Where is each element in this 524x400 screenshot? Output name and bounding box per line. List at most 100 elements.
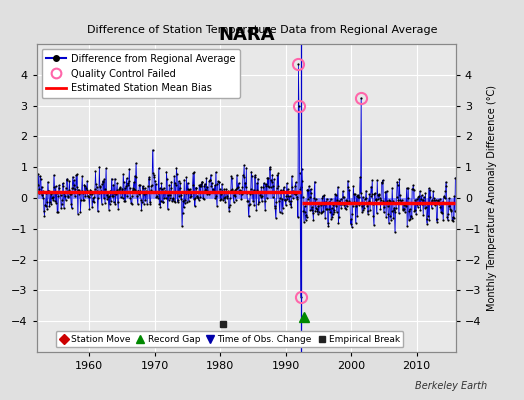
Point [295,102,303,109]
Point [282,193,290,200]
Point [110,190,118,196]
Point [328,205,336,211]
Point [419,212,428,218]
Point [290,191,299,198]
Point [394,197,402,203]
Point [140,190,148,197]
Point [315,209,323,215]
Point [276,195,285,202]
Point [287,198,295,204]
Point [64,193,72,200]
Point [43,179,52,185]
Point [398,200,406,207]
Point [93,208,102,215]
Point [345,198,353,204]
Point [246,186,255,192]
Point [38,183,46,190]
Point [223,193,231,200]
Point [407,212,415,219]
Point [413,201,421,207]
Point [277,187,285,193]
Point [324,222,333,229]
Point [217,181,226,187]
Point [323,206,332,212]
Point [174,197,182,203]
Point [226,195,234,201]
Point [154,190,162,196]
Point [425,217,433,223]
Point [292,195,301,202]
Point [53,208,62,215]
Point [40,212,49,219]
Point [91,186,99,192]
Point [343,198,352,204]
Point [311,208,319,214]
Point [239,174,248,180]
Point [111,175,119,182]
Point [375,192,384,198]
Point [254,201,263,208]
Point [231,193,239,199]
Point [402,202,410,209]
Point [328,214,336,220]
Point [401,209,409,215]
Point [310,195,318,202]
Point [257,194,265,200]
Point [207,183,215,190]
Point [310,178,319,185]
Point [389,214,397,221]
Point [93,188,101,194]
Point [309,217,318,223]
Point [117,194,125,201]
Point [373,177,381,184]
Point [42,190,50,196]
Point [321,214,329,221]
Point [424,185,433,192]
Point [32,181,41,188]
Point [203,184,212,190]
Point [418,200,427,207]
Y-axis label: Monthly Temperature Anomaly Difference (°C): Monthly Temperature Anomaly Difference (… [487,85,497,311]
Point [220,194,228,201]
Point [376,206,385,213]
Point [170,173,178,180]
Point [236,188,245,194]
Point [404,185,412,192]
Point [136,187,145,194]
Point [409,182,418,188]
Point [124,182,133,188]
Point [244,213,253,220]
Point [41,203,50,210]
Point [249,186,258,193]
Point [87,188,95,194]
Point [355,202,363,208]
Point [200,196,208,202]
Point [314,202,323,209]
Point [337,205,345,211]
Point [299,208,308,214]
Text: Berkeley Earth: Berkeley Earth [415,381,487,391]
Point [159,185,168,191]
Point [117,188,126,194]
Point [353,192,361,199]
Point [361,196,369,202]
Point [60,190,69,197]
Point [187,190,195,196]
Point [213,181,222,187]
Point [369,213,377,219]
Point [50,172,58,178]
Point [244,198,252,204]
Point [246,190,254,197]
Point [359,201,368,207]
Point [279,204,287,211]
Point [401,201,410,208]
Point [153,193,161,199]
Point [59,180,67,187]
Point [211,182,219,189]
Point [334,184,342,190]
Point [106,201,114,208]
Point [228,186,237,193]
Point [165,182,173,188]
Point [206,177,214,183]
Point [201,186,210,193]
